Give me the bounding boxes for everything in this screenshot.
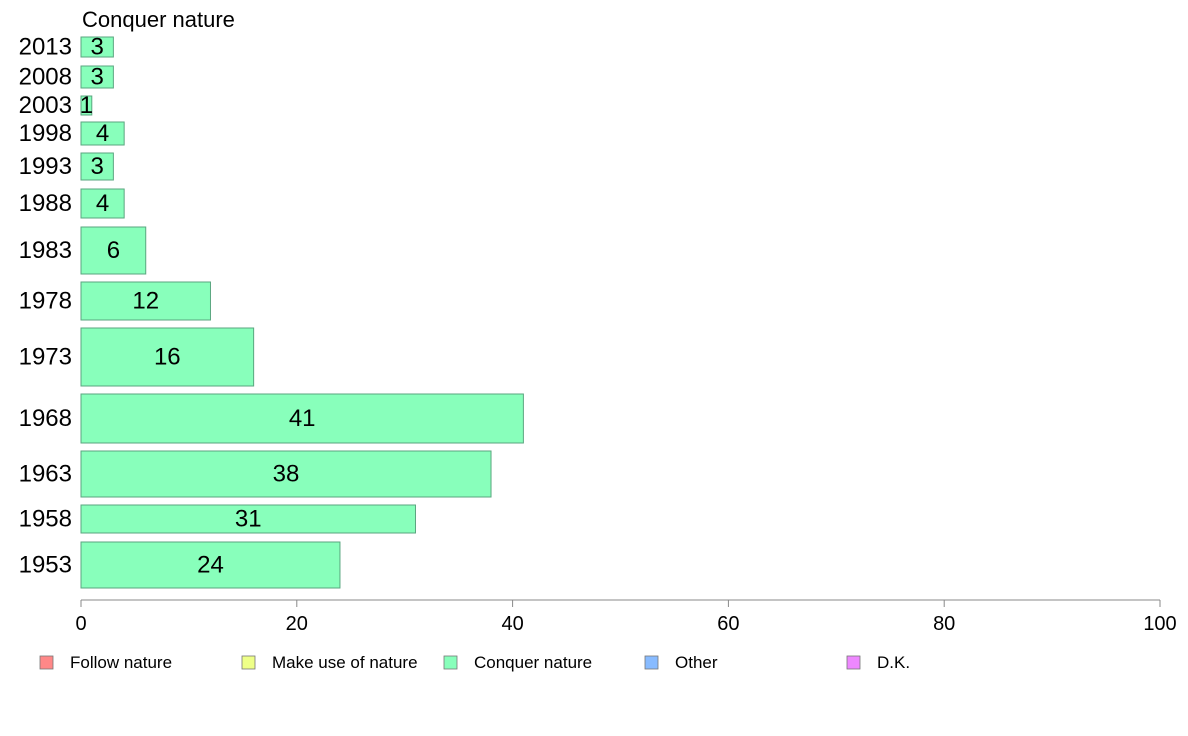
bar-2013: [80, 36, 114, 58]
category-label-1983: 1983: [19, 237, 72, 264]
bar-2003: [80, 95, 93, 116]
legend-label-0: Follow nature: [70, 653, 172, 672]
category-label-1978: 1978: [19, 288, 72, 315]
legend-swatch-0: [39, 655, 54, 670]
value-label-2013: 3: [91, 34, 104, 61]
value-label-1968: 41: [289, 405, 316, 432]
value-label-1953: 24: [197, 552, 224, 579]
x-tick-label-60: 60: [717, 613, 739, 635]
category-label-1953: 1953: [19, 552, 72, 579]
legend-label-3: Other: [675, 653, 718, 672]
value-label-1983: 6: [107, 237, 120, 264]
bar-1983: [80, 226, 147, 275]
value-label-1958: 31: [235, 506, 262, 533]
value-label-2008: 3: [91, 64, 104, 91]
category-label-1993: 1993: [19, 153, 72, 180]
bar-1953: [80, 541, 341, 589]
x-tick-label-40: 40: [501, 613, 523, 635]
legend-label-4: D.K.: [877, 653, 910, 672]
legend-swatch-3: [644, 655, 659, 670]
legend-label-2: Conquer nature: [474, 653, 592, 672]
category-label-1958: 1958: [19, 506, 72, 533]
category-label-2008: 2008: [19, 64, 72, 91]
x-tick-label-80: 80: [933, 613, 955, 635]
bar-1988: [80, 188, 125, 219]
category-label-2013: 2013: [19, 34, 72, 61]
bar-1978: [80, 281, 211, 321]
value-label-1988: 4: [96, 190, 109, 217]
x-axis: 0 20 40 60 80 100: [75, 599, 1177, 635]
category-label-1988: 1988: [19, 190, 72, 217]
legend-swatch-2: [443, 655, 458, 670]
value-label-2003: 1: [80, 92, 93, 119]
category-label-1973: 1973: [19, 344, 72, 371]
legend-swatch-4: [846, 655, 861, 670]
x-tick-label-0: 0: [75, 613, 86, 635]
chart-title: Conquer nature: [82, 7, 235, 32]
category-label-2003: 2003: [19, 92, 72, 119]
bar-1968: [80, 393, 524, 444]
value-label-1993: 3: [91, 153, 104, 180]
bar-1998: [80, 121, 125, 146]
category-label-1963: 1963: [19, 461, 72, 488]
x-tick-label-100: 100: [1143, 613, 1176, 635]
bar-1963: [80, 450, 492, 498]
value-label-1978: 12: [132, 288, 159, 315]
legend-label-1: Make use of nature: [272, 653, 418, 672]
bar-1993: [80, 152, 114, 181]
legend-swatch-1: [241, 655, 256, 670]
bar-1958: [80, 504, 416, 534]
category-label-1968: 1968: [19, 405, 72, 432]
bar-2008: [80, 65, 114, 89]
category-label-1998: 1998: [19, 120, 72, 147]
bar-1973: [80, 327, 255, 387]
value-label-1973: 16: [154, 344, 181, 371]
x-tick-label-20: 20: [286, 613, 308, 635]
value-label-1963: 38: [273, 461, 300, 488]
value-label-1998: 4: [96, 120, 109, 147]
legend: Follow nature Make use of nature Conquer n…: [39, 653, 910, 672]
